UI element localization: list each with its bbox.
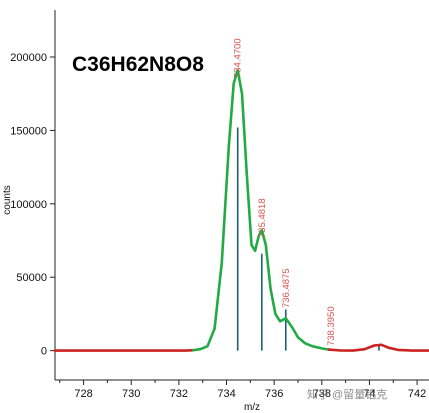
x-tick-label: 734 — [217, 388, 235, 400]
y-tick-label: 100000 — [10, 199, 47, 211]
x-axis-title: m/z — [244, 402, 260, 413]
x-tick-label: 730 — [122, 388, 140, 400]
chart-marks — [53, 68, 429, 352]
x-tick-label: 74 — [363, 388, 375, 400]
x-tick-label: 728 — [74, 388, 92, 400]
profile-series — [327, 343, 429, 352]
y-tick-label: 0 — [41, 346, 47, 358]
peak-label: 735.4818 — [257, 198, 268, 238]
y-tick-label: 150000 — [10, 125, 47, 137]
profile-series — [191, 68, 331, 352]
chart-labels: 0 50000 100000 150000 200000 728 730 732 734 736 7… — [2, 38, 426, 413]
peak-label: 734.4700 — [233, 38, 244, 78]
watermark-text: 知乎 @留量铝克 — [307, 387, 387, 401]
y-tick-label: 50000 — [16, 272, 47, 284]
x-tick-label: 732 — [170, 388, 188, 400]
chart-title: C36H62N8O8 — [72, 53, 204, 76]
x-tick-label: 742 — [408, 388, 426, 400]
x-tick-label: 736 — [265, 388, 283, 400]
x-tick-label: 738 — [313, 388, 331, 400]
y-tick-label: 200000 — [10, 52, 47, 64]
peak-label: 736.4875 — [281, 268, 292, 308]
y-axis-title: counts — [2, 185, 13, 214]
plot-area — [50, 10, 429, 385]
peak-label: 738.3950 — [326, 306, 337, 346]
